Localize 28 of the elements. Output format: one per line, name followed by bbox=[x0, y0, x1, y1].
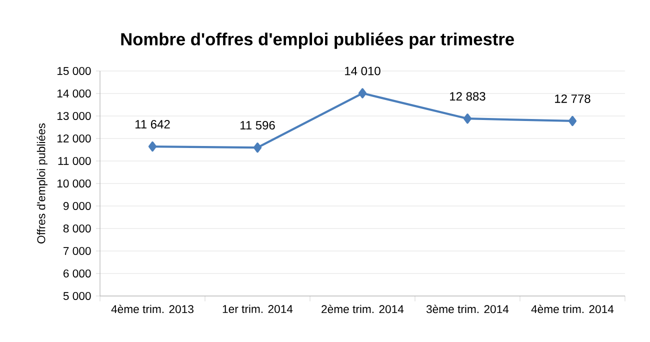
data-label: 11 596 bbox=[240, 121, 275, 130]
y-tick-label: 7 000 bbox=[64, 246, 91, 255]
x-tick-label: 4ème trim. 2013 bbox=[111, 304, 194, 314]
chart-title: Nombre d'offres d'emploi publiées par trimestre bbox=[121, 32, 514, 49]
y-tick-label: 13 000 bbox=[57, 112, 91, 120]
y-tick-label: 14 000 bbox=[57, 89, 91, 98]
y-tick-label: 8 000 bbox=[63, 224, 91, 232]
data-label: 14 010 bbox=[345, 66, 380, 76]
data-label: 12 883 bbox=[450, 92, 486, 101]
point bbox=[148, 141, 157, 152]
y-tick-label: 12 000 bbox=[57, 134, 91, 142]
point bbox=[253, 142, 262, 153]
point bbox=[568, 116, 577, 126]
x-tick-label: 1er trim. 2014 bbox=[222, 304, 293, 314]
y-tick-label: 9 000 bbox=[63, 202, 91, 210]
data-label: 11 642 bbox=[136, 120, 170, 129]
y-tick-label: 15 000 bbox=[57, 66, 91, 75]
data-label: 12 778 bbox=[555, 94, 590, 103]
x-tick-label: 4ème trim. 2014 bbox=[531, 304, 614, 314]
x-tick-label: 3ème trim. 2014 bbox=[426, 304, 509, 314]
y-tick-label: 11 000 bbox=[58, 156, 91, 165]
y-axis-title: Offres d'emploi publiées bbox=[36, 123, 48, 244]
y-tick-label: 5 000 bbox=[63, 292, 91, 300]
y-tick-label: 10 000 bbox=[57, 179, 91, 188]
y-tick-label: 6 000 bbox=[64, 269, 91, 278]
x-tick-label: 2ème trim. 2014 bbox=[322, 304, 404, 314]
point bbox=[463, 114, 472, 124]
point bbox=[358, 88, 367, 98]
